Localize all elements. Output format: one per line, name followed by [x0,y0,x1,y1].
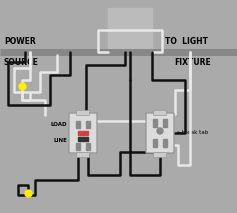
Text: LINE: LINE [53,138,67,144]
Text: FIXTURE: FIXTURE [174,58,211,67]
Text: POWER: POWER [4,37,36,46]
Bar [86,121,90,128]
Bar [153,139,157,147]
Bar [86,143,90,150]
FancyBboxPatch shape [69,113,97,153]
FancyBboxPatch shape [77,111,90,115]
FancyBboxPatch shape [154,111,167,115]
Text: TO  LIGHT: TO LIGHT [165,37,208,46]
FancyBboxPatch shape [77,153,90,157]
Text: SOURCE: SOURCE [4,58,39,67]
Bar [78,131,88,135]
Text: ←break tab: ←break tab [177,131,208,135]
Bar [163,139,167,147]
Bar [76,143,80,150]
Bar [76,121,80,128]
Bar [153,119,157,127]
FancyBboxPatch shape [108,8,152,52]
Bar [163,119,167,127]
Bar [78,137,88,141]
Text: LOAD: LOAD [50,122,67,128]
Circle shape [157,128,163,134]
FancyBboxPatch shape [154,153,167,157]
FancyBboxPatch shape [146,113,174,153]
